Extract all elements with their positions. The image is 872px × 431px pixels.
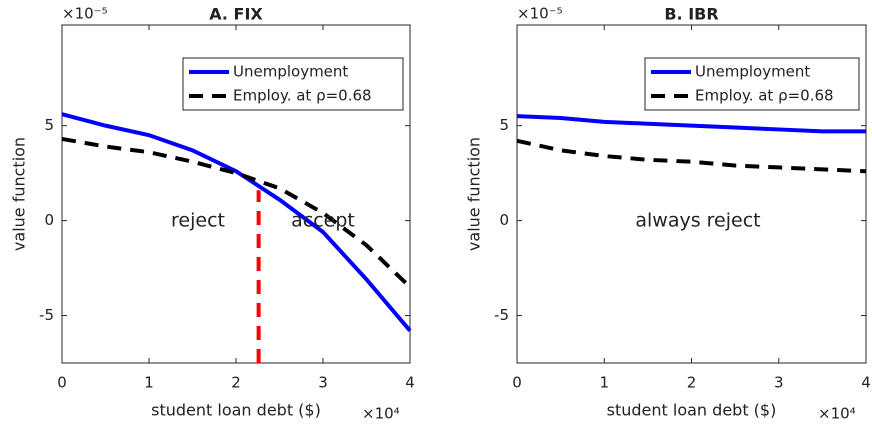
y-tick-label: 0 xyxy=(44,211,54,229)
x-axis-label: student loan debt ($) xyxy=(151,401,321,420)
legend-label: Unemployment xyxy=(233,63,348,81)
series-line xyxy=(516,114,866,134)
chart-title: B. IBR xyxy=(664,5,718,24)
annotation: accept xyxy=(291,210,355,232)
legend xyxy=(182,57,404,111)
y-axis-label: value function xyxy=(465,137,484,251)
x-tick-label: 3 xyxy=(774,374,784,392)
legend xyxy=(644,57,860,111)
x-tick-label: 1 xyxy=(144,374,154,392)
y-multiplier: ×10⁻⁵ xyxy=(62,5,108,23)
legend-label: Employ. at ρ=0.68 xyxy=(233,87,372,105)
series-line xyxy=(516,138,867,174)
chart-title: A. FIX xyxy=(209,5,263,24)
x-multiplier: ×10⁴ xyxy=(818,405,856,423)
series-line xyxy=(61,112,412,333)
y-tick-label: -5 xyxy=(494,306,509,324)
x-tick-label: 4 xyxy=(861,374,871,392)
legend-label: Unemployment xyxy=(695,63,810,81)
x-tick-label: 0 xyxy=(512,374,522,392)
y-multiplier: ×10⁻⁵ xyxy=(517,5,563,23)
legend-label: Employ. at ρ=0.68 xyxy=(695,87,834,105)
x-multiplier: ×10⁴ xyxy=(362,405,400,423)
x-tick-label: 4 xyxy=(405,374,415,392)
y-tick-label: 0 xyxy=(499,211,509,229)
x-tick-label: 2 xyxy=(231,374,241,392)
y-axis-label: value function xyxy=(10,137,29,251)
x-tick-label: 3 xyxy=(318,374,328,392)
x-tick-label: 1 xyxy=(599,374,609,392)
series-line xyxy=(61,136,412,289)
y-tick-label: 5 xyxy=(499,116,509,134)
annotation: always reject xyxy=(635,210,760,232)
y-tick-label: -5 xyxy=(39,306,54,324)
x-tick-label: 2 xyxy=(687,374,697,392)
x-tick-label: 0 xyxy=(57,374,67,392)
y-tick-label: 5 xyxy=(44,116,54,134)
annotation: reject xyxy=(171,210,225,232)
x-axis-label: student loan debt ($) xyxy=(607,401,777,420)
